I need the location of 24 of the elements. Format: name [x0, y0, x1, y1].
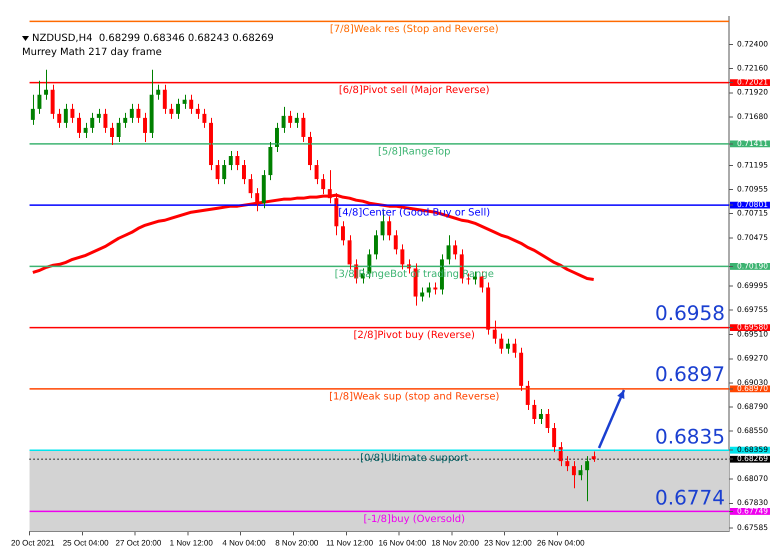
x-tick-label: 18 Nov 20:00 — [431, 538, 480, 548]
x-tick-label: 8 Nov 20:00 — [275, 538, 319, 548]
ref-line-label: [6/8]Pivot sell (Major Reverse) — [338, 85, 490, 96]
x-tick-label: 25 Oct 04:00 — [62, 538, 110, 548]
text: Murrey Math 217 day frame — [22, 47, 162, 58]
x-tick-label: 20 Oct 2021 — [11, 538, 56, 548]
ref-line-label: [0/8]Ultimate support — [360, 452, 468, 464]
x-tick-label: 1 Nov 12:00 — [170, 538, 214, 548]
ref-line-label: [1/8]Weak sup (stop and Reverse) — [329, 391, 500, 402]
ref-line-label: [-1/8]buy (Oversold) — [363, 514, 466, 526]
x-tick-label: 26 Nov 04:00 — [536, 538, 586, 548]
x-tick-label: 27 Oct 20:00 — [116, 538, 162, 548]
annotation: 0.6897 — [655, 362, 725, 386]
ref-line-label: [2/8]Pivot buy (Reverse) — [354, 330, 476, 342]
annotation: 0.6958 — [655, 300, 725, 325]
x-tick-label: 11 Nov 12:00 — [326, 538, 374, 548]
x-tick-label: 23 Nov 12:00 — [484, 538, 532, 548]
ref-line-label: [7/8]Weak res (Stop and Reverse) — [330, 24, 499, 36]
annotation: 0.6835 — [655, 424, 725, 448]
text: NZDUSD,H4 0.68299 0.68346 0.68243 0.68269 — [32, 33, 274, 44]
x-tick-label: 4 Nov 04:00 — [222, 538, 266, 548]
x-tick-label: 16 Nov 04:00 — [378, 538, 427, 548]
ref-line-label: [5/8]RangeTop — [378, 146, 450, 158]
annotation: 0.6774 — [655, 486, 725, 510]
